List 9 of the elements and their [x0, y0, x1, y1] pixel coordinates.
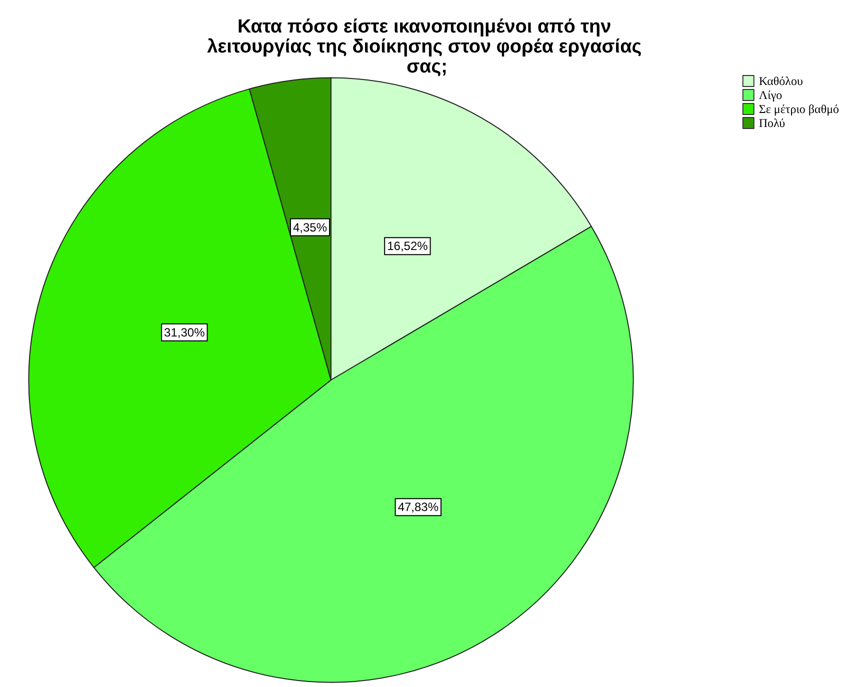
data-label: 16,52%: [387, 239, 428, 254]
legend-label: Λίγο: [758, 88, 782, 102]
legend-label: Σε μέτριο βαθμό: [758, 102, 839, 116]
legend-label: Καθόλου: [758, 74, 803, 88]
data-label: 4,35%: [292, 220, 328, 234]
legend-label: Πολύ: [758, 116, 786, 130]
data-label: 31,30%: [164, 325, 206, 340]
chart-title: Κατα πόσο είστε ικανοποιημένοι από την λειτουργίας της διοίκησης στον φορέα εργασίας σας;: [207, 16, 647, 78]
data-label: 47,83%: [398, 500, 439, 514]
